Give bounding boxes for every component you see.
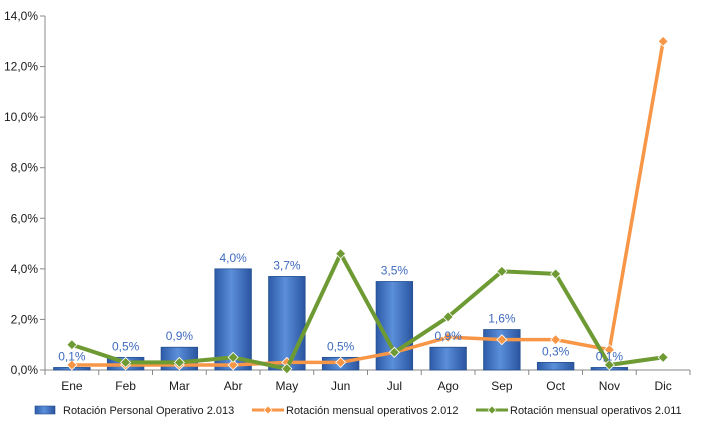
x-tick-label: Oct xyxy=(546,379,565,393)
bar-data-label: 0,9% xyxy=(166,329,194,343)
x-tick-label: Dic xyxy=(654,379,671,393)
x-tick-label: Nov xyxy=(599,379,620,393)
bar-data-label: 0,5% xyxy=(112,339,140,353)
legend-marker xyxy=(487,405,497,415)
x-tick-label: May xyxy=(276,379,299,393)
bar-data-label: 0,9% xyxy=(434,329,462,343)
y-tick-label: 14,0% xyxy=(4,9,38,23)
y-tick-label: 10,0% xyxy=(4,110,38,124)
series-point xyxy=(335,356,347,368)
series-point xyxy=(227,359,239,371)
legend-swatch xyxy=(34,405,56,415)
x-tick-label: Ago xyxy=(437,379,459,393)
bar-data-label: 3,5% xyxy=(381,264,409,278)
axes: 0,0% 2,0% 4,0% 6,0% 8,0% 10,0% 12,0% 14,0% Ene Fe… xyxy=(4,9,691,393)
x-tick-label: Sep xyxy=(491,379,513,393)
bar-data-label: 3,7% xyxy=(273,258,301,272)
legend-label: Rotación mensual operativos 2.011 xyxy=(510,405,682,417)
legend: Rotación Personal Operativo 2.013 Rotació… xyxy=(34,405,682,417)
bar-data-label: 4,0% xyxy=(219,251,247,265)
bar xyxy=(268,276,306,371)
series-point xyxy=(388,346,400,358)
series-point xyxy=(335,248,347,260)
series-point xyxy=(442,311,454,323)
series-point xyxy=(66,359,78,371)
bar-data-label: 0,5% xyxy=(327,339,355,353)
bar-data-label: 0,1% xyxy=(58,349,86,363)
y-tick-label: 8,0% xyxy=(11,161,39,175)
series-point xyxy=(657,351,669,363)
bar-data-label: 0,1% xyxy=(596,349,624,363)
y-tick-label: 6,0% xyxy=(11,211,39,225)
legend-marker xyxy=(263,405,273,415)
y-tick-label: 0,0% xyxy=(11,363,39,377)
series-point xyxy=(603,359,615,371)
series-point xyxy=(603,344,615,356)
series-point xyxy=(281,363,293,375)
x-tick-label: Ene xyxy=(61,379,83,393)
series-line xyxy=(70,39,665,367)
series-point xyxy=(496,265,508,277)
series-line xyxy=(69,251,666,371)
y-tick-label: 12,0% xyxy=(4,60,38,74)
x-tick-label: Feb xyxy=(115,379,136,393)
series-point xyxy=(550,268,562,280)
bar-data-label: 0,3% xyxy=(542,344,570,358)
series-point xyxy=(66,339,78,351)
x-tick-label: Jul xyxy=(387,379,402,393)
x-tick-label: Mar xyxy=(169,379,190,393)
legend-label: Rotación mensual operativos 2.012 xyxy=(286,405,458,417)
series-point xyxy=(227,351,239,363)
series-point xyxy=(442,331,454,343)
data-labels: 0,1% 0,5% 0,9% 4,0% 3,7% 0,5% 3,5% 0,9% 1,6% 0,3%… xyxy=(58,251,623,364)
x-tick-label: Abr xyxy=(224,379,243,393)
series-point xyxy=(173,356,185,368)
series-point xyxy=(120,356,132,368)
series-point xyxy=(496,334,508,346)
bar xyxy=(536,362,575,371)
series-point xyxy=(550,334,562,346)
line-series xyxy=(66,35,669,375)
x-tick-label: Jun xyxy=(331,379,350,393)
bar xyxy=(429,346,467,371)
series-point xyxy=(657,35,669,47)
bar-data-label: 1,6% xyxy=(488,312,516,326)
y-tick-label: 4,0% xyxy=(11,262,39,276)
y-tick-label: 2,0% xyxy=(11,312,39,326)
legend-label: Rotación Personal Operativo 2.013 xyxy=(63,405,234,417)
